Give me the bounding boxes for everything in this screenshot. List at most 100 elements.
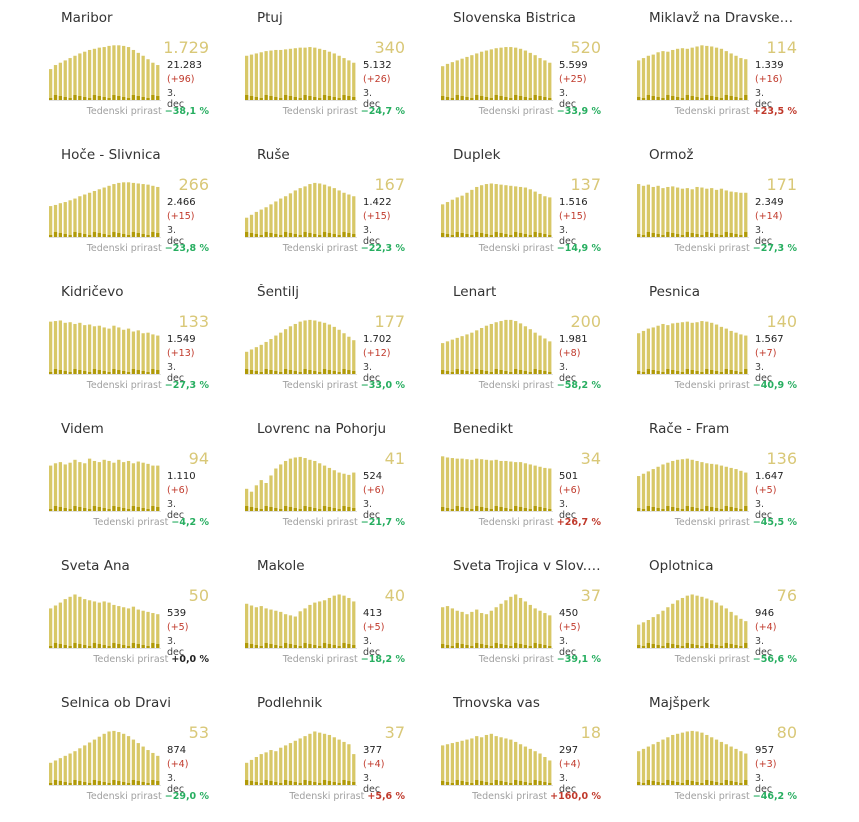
weekly-growth-label: Tedenski prirast [86, 243, 162, 254]
sparkline-bar [117, 45, 121, 101]
sparkline-bar [489, 49, 493, 101]
sparkline-bar [543, 338, 547, 375]
sparkline-daily-bar [78, 507, 82, 512]
municipality-name: Rače - Fram [649, 421, 730, 437]
sparkline-bar [450, 743, 455, 786]
sparkline-bar [107, 602, 111, 649]
sparkline-daily-bar [97, 507, 101, 512]
sparkline-daily-bar [112, 643, 116, 649]
sparkline-bar [131, 606, 136, 649]
sparkline-daily-bar [68, 783, 72, 786]
sparkline-bar [651, 744, 655, 786]
sparkline-bar [666, 186, 670, 238]
daily-increase-value: (+15) [559, 211, 587, 222]
sparkline-bar [518, 186, 523, 238]
sparkline-daily-bar [548, 372, 552, 375]
sparkline-bar [729, 467, 733, 512]
sparkline-daily-bar [714, 508, 719, 512]
sparkline-daily-bar [450, 509, 455, 512]
sparkline-daily-bar [514, 506, 518, 512]
sparkline-bar [695, 186, 699, 238]
sparkline-bar [538, 466, 542, 512]
sparkline-bar [102, 327, 106, 375]
sparkline-daily-bar [671, 507, 675, 512]
sparkline-daily-bar [479, 233, 484, 238]
sparkline-daily-bar [58, 644, 63, 649]
sparkline-daily-bar [661, 783, 665, 786]
sparkline-daily-bar [83, 782, 87, 786]
sparkline-daily-bar [739, 509, 743, 512]
sparkline-bar [450, 62, 455, 101]
sparkline-daily-bar [479, 644, 484, 649]
sparkline-bar [470, 332, 474, 375]
sparkline-bar [661, 188, 665, 238]
sparkline-bar [744, 753, 748, 786]
municipality-name: Trnovska vas [453, 695, 540, 711]
sparkline-daily-bar [303, 506, 307, 512]
total-cases-value: 874 [167, 745, 187, 756]
weekly-growth-label: Tedenski prirast [478, 380, 554, 391]
sparkline-bar [680, 322, 685, 375]
sparkline-daily-bar [156, 233, 160, 238]
sparkline-bar [92, 48, 97, 101]
sparkline-bar [303, 320, 307, 375]
sparkline-daily-bar [259, 372, 263, 375]
sparkline-daily-bar [538, 96, 542, 101]
sparkline-daily-bar [509, 509, 513, 512]
sparkline-bar [141, 462, 145, 512]
sparkline-bar [146, 463, 150, 512]
weekly-growth-value: −46,2 % [752, 791, 797, 802]
sparkline-daily-bar [131, 643, 136, 649]
weekly-growth-label: Tedenski prirast [282, 243, 358, 254]
municipality-card: Rače - Fram 136 1.647 (+5) 3. dec Tedenski pr… [588, 411, 797, 548]
sparkline-daily-bar [63, 234, 67, 238]
sparkline-bar [739, 192, 743, 238]
sparkline-bar [671, 186, 675, 238]
daily-increase-value: (+6) [167, 485, 189, 496]
sparkline-bar [318, 463, 322, 512]
daily-increase-value: (+7) [755, 348, 777, 359]
sparkline-bar [445, 744, 450, 786]
sparkline-bar [303, 736, 307, 786]
weekly-growth-label: Tedenski prirast [93, 517, 169, 528]
daily-increase-value: (+25) [559, 74, 587, 85]
sparkline-bar [83, 325, 87, 375]
sparkline-daily-bar [352, 97, 356, 101]
sparkline-daily-bar [298, 372, 302, 375]
sparkline-bar [347, 474, 351, 512]
sparkline-daily-bar [734, 97, 738, 101]
sparkline-bar [548, 615, 552, 649]
sparkline-bar [450, 199, 455, 238]
sparkline-daily-bar [279, 235, 283, 238]
sparkline-daily-bar [445, 645, 450, 649]
sparkline-daily-bar [269, 96, 273, 101]
active-cases-value: 520 [570, 38, 601, 57]
sparkline-bar [729, 611, 733, 649]
date-label: 3. dec [755, 499, 773, 521]
sparkline-bar [112, 325, 116, 375]
sparkline-daily-bar [719, 98, 724, 101]
sparkline-daily-bar [347, 507, 351, 512]
sparkline-daily-bar [122, 782, 126, 786]
sparkline-bar [465, 56, 469, 101]
sparkline-bar [73, 198, 77, 238]
sparkline-bar [97, 462, 101, 512]
sparkline-bar [646, 55, 651, 101]
sparkline-bar [719, 605, 724, 649]
sparkline-bar [259, 754, 263, 786]
sparkline-daily-bar [122, 234, 126, 238]
sparkline-bar [504, 185, 508, 238]
sparkline-daily-bar [504, 97, 508, 101]
sparkline-daily-bar [141, 97, 145, 101]
sparkline-bar [637, 751, 641, 786]
sparkline-bar [146, 611, 150, 649]
sparkline-daily-bar [107, 98, 111, 101]
sparkline-daily-bar [680, 235, 685, 238]
sparkline-bar [122, 733, 126, 786]
sparkline-bar [441, 745, 445, 786]
sparkline-daily-bar [499, 507, 503, 512]
sparkline-daily-bar [298, 509, 302, 512]
sparkline-bar [102, 459, 106, 512]
sparkline-daily-bar [489, 646, 493, 649]
sparkline-bar [445, 457, 450, 512]
